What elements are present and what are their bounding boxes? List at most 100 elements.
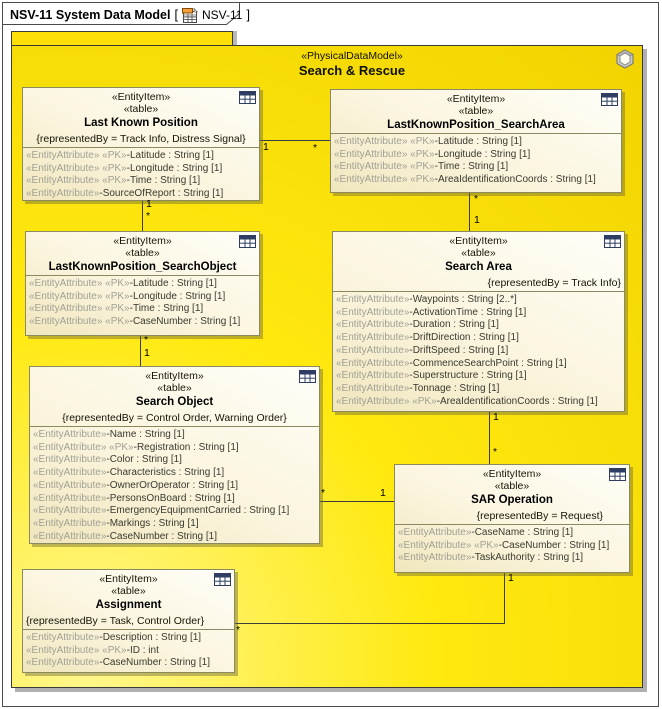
attribute-text: -DriftSpeed : String [1] (409, 344, 509, 356)
entity-name: SAR Operation (471, 494, 553, 506)
association-lkp-lkpsearchobject[interactable] (142, 199, 143, 231)
entity-search-object[interactable]: «EntityItem» «table» Search Object {repr… (29, 366, 320, 544)
table-icon (601, 93, 618, 106)
multiplicity-label[interactable]: 1 (493, 411, 499, 423)
attribute-text: -Longitude : String [1] (129, 290, 226, 302)
entity-attribute-row[interactable]: «EntityAttribute»-CaseName : String [1] (398, 527, 627, 540)
entity-attribute-row[interactable]: «EntityAttribute»-Duration : String [1] (336, 319, 622, 332)
entity-attribute-row[interactable]: «EntityAttribute»-SourceOfReport : Strin… (26, 188, 257, 201)
multiplicity-label[interactable]: 1 (144, 347, 150, 359)
entity-lastknownposition-searcharea[interactable]: «EntityItem» «table» LastKnownPosition_S… (330, 89, 622, 193)
entity-header: «EntityItem» «table» Last Known Position… (23, 88, 259, 148)
entity-attributes: «EntityAttribute» «PK» -Latitude : String… (26, 276, 259, 329)
entity-assignment[interactable]: «EntityItem» «table» Assignment {represe… (22, 569, 235, 673)
multiplicity-label[interactable]: 1 (380, 487, 386, 499)
entity-attribute-row[interactable]: «EntityAttribute»-PersonsOnBoard : Strin… (33, 493, 317, 506)
multiplicity-label[interactable]: * (474, 193, 479, 205)
entity-attribute-row[interactable]: «EntityAttribute» «PK»-Latitude : String… (334, 136, 619, 149)
entity-attribute-row[interactable]: «EntityAttribute» «PK»-AreaIdentificatio… (334, 174, 619, 187)
bracket-close: ] (246, 8, 250, 22)
entity-stereotype: «table» (157, 382, 192, 394)
entity-attribute-row[interactable]: «EntityAttribute»-TaskAuthority : String… (398, 552, 627, 565)
package-stereotype: «PhysicalDataModel» (301, 50, 403, 62)
association-saroperation-assignment-vertical[interactable] (504, 571, 505, 624)
entity-attribute-row[interactable]: «EntityAttribute»-Name : String [1] (33, 429, 317, 442)
attribute-text: -Latitude : String [1] (129, 278, 217, 289)
entity-attribute-row[interactable]: «EntityAttribute»-Characteristics : Stri… (33, 467, 317, 480)
entity-search-area[interactable]: «EntityItem» «table» Search Area {repres… (332, 231, 625, 412)
association-lkpsearchobject-searchobject[interactable] (140, 334, 141, 366)
entity-lastknownposition-searchobject[interactable]: «EntityItem» «table» LastKnownPosition_S… (25, 231, 260, 336)
attribute-text: -Waypoints : String [2..*] (409, 294, 517, 305)
multiplicity-label[interactable]: * (144, 334, 149, 346)
attribute-stereotype: «EntityAttribute» (336, 332, 410, 344)
entity-attribute-row[interactable]: «EntityAttribute» «PK»-Time : String [1] (29, 303, 257, 316)
entity-attribute-row[interactable]: «EntityAttribute»-CaseNumber : String [1… (26, 657, 232, 670)
association-lkpsearcharea-searcharea[interactable] (469, 191, 470, 231)
multiplicity-label[interactable]: * (236, 624, 241, 636)
entity-attribute-row[interactable]: «EntityAttribute» «PK»-Time : String [1] (334, 161, 619, 174)
attribute-text: -Markings : String [1] (106, 517, 199, 529)
entity-attribute-row[interactable]: «EntityAttribute» «PK»-Time : String [1] (26, 175, 257, 188)
attribute-stereotype: «EntityAttribute» «PK» (26, 175, 127, 187)
association-saroperation-assignment-horizontal[interactable] (233, 623, 505, 624)
multiplicity-label[interactable]: 1 (146, 198, 152, 210)
attribute-stereotype: «EntityAttribute» (33, 505, 107, 517)
multiplicity-label[interactable]: * (321, 487, 326, 499)
multiplicity-label[interactable]: 1 (508, 572, 514, 584)
attribute-stereotype: «EntityAttribute» «PK» (336, 395, 437, 407)
attribute-text: -Tonnage : String [1] (409, 382, 500, 394)
attribute-stereotype: «EntityAttribute» «PK» (398, 539, 499, 551)
entity-attribute-row[interactable]: «EntityAttribute» «PK»-AreaIdentificatio… (336, 396, 622, 409)
multiplicity-label[interactable]: * (493, 446, 498, 458)
attribute-stereotype: «EntityAttribute» (33, 454, 107, 466)
entity-attribute-row[interactable]: «EntityAttribute»-Superstructure : Strin… (336, 370, 622, 383)
entity-attribute-row[interactable]: «EntityAttribute»-CommenceSearchPoint : … (336, 358, 622, 371)
multiplicity-label[interactable]: * (146, 210, 151, 222)
attribute-stereotype: «EntityAttribute» (398, 527, 472, 538)
multiplicity-label[interactable]: 1 (474, 214, 480, 226)
multiplicity-label[interactable]: 1 (263, 141, 269, 153)
entity-constraint: {representedBy = Track Info, Distress Si… (36, 133, 246, 145)
attribute-text: -Duration : String [1] (409, 319, 499, 331)
entity-attribute-row[interactable]: «EntityAttribute» «PK»-Latitude : String… (26, 150, 257, 163)
attribute-text: -TaskAuthority : String [1] (471, 552, 584, 564)
entity-stereotype: «EntityItem» (113, 235, 172, 247)
entity-attribute-row[interactable]: «EntityAttribute»-Description : String [… (26, 632, 232, 645)
entity-attribute-row[interactable]: «EntityAttribute» «PK»-Longitude : Strin… (29, 291, 257, 304)
multiplicity-label[interactable]: * (313, 142, 318, 154)
entity-attribute-row[interactable]: «EntityAttribute» «PK»-CaseNumber : Stri… (398, 540, 627, 553)
entity-attribute-row[interactable]: «EntityAttribute» «PK»-CaseNumber : Stri… (29, 316, 257, 329)
association-searcharea-saroperation[interactable] (489, 410, 490, 464)
attribute-stereotype: «EntityAttribute» (336, 294, 410, 305)
association-searchobject-saroperation[interactable] (318, 501, 394, 502)
entity-attribute-row[interactable]: «EntityAttribute»-EmergencyEquipmentCarr… (33, 505, 317, 518)
entity-attribute-row[interactable]: «EntityAttribute» «PK»-Registration : St… (33, 442, 317, 455)
entity-attribute-row[interactable]: «EntityAttribute» «PK»-ID : int (26, 645, 232, 658)
entity-attribute-row[interactable]: «EntityAttribute»-Tonnage : String [1] (336, 383, 622, 396)
entity-attribute-row[interactable]: «EntityAttribute»-DriftDirection : Strin… (336, 332, 622, 345)
entity-attribute-row[interactable]: «EntityAttribute»-Markings : String [1] (33, 518, 317, 531)
entity-attribute-row[interactable]: «EntityAttribute»-OwnerOrOperator : Stri… (33, 480, 317, 493)
entity-stereotype: «table» (123, 103, 159, 115)
attribute-text: -CommenceSearchPoint : String [1] (409, 357, 567, 369)
entity-attribute-row[interactable]: «EntityAttribute»-DriftSpeed : String [1… (336, 345, 622, 358)
attribute-stereotype: «EntityAttribute» «PK» (29, 303, 130, 315)
table-icon (609, 468, 626, 481)
association-lkp-lkpsearcharea[interactable] (258, 140, 330, 141)
entity-last-known-position[interactable]: «EntityItem» «table» Last Known Position… (22, 87, 260, 201)
entity-attribute-row[interactable]: «EntityAttribute» «PK»-Longitude : Strin… (334, 149, 619, 162)
entity-attribute-row[interactable]: «EntityAttribute»-ActivationTime : Strin… (336, 307, 622, 320)
entity-constraint: {representedBy = Request} (476, 510, 603, 522)
entity-attribute-row[interactable]: «EntityAttribute» «PK»-Latitude : String… (29, 278, 257, 291)
entity-sar-operation[interactable]: «EntityItem» «table» SAR Operation {repr… (394, 464, 630, 573)
package-tab[interactable] (11, 31, 233, 46)
attribute-stereotype: «EntityAttribute» (336, 370, 410, 382)
entity-attribute-row[interactable]: «EntityAttribute»-Waypoints : String [2.… (336, 294, 622, 307)
entity-attribute-row[interactable]: «EntityAttribute»-CaseNumber : String [1… (33, 531, 317, 544)
entity-attribute-row[interactable]: «EntityAttribute»-Color : String [1] (33, 454, 317, 467)
entity-stereotype: «table» (111, 585, 146, 597)
entity-stereotype: «EntityItem» (99, 573, 158, 585)
entity-attribute-row[interactable]: «EntityAttribute» «PK»-Longitude : Strin… (26, 163, 257, 176)
attribute-stereotype: «EntityAttribute» «PK» (26, 162, 127, 174)
